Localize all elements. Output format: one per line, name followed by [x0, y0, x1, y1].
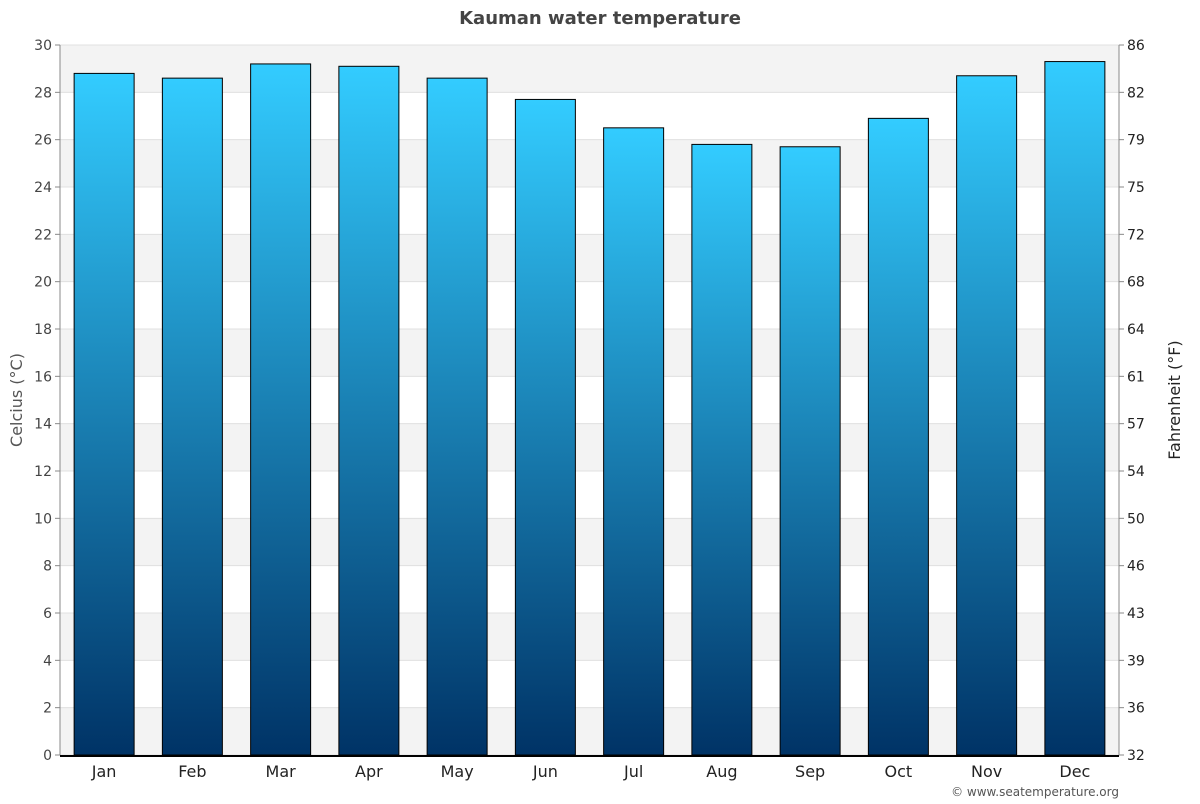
- y-tick-label: 14: [34, 417, 52, 433]
- bar-sep[interactable]: [779, 146, 841, 756]
- y-tick-label-right: 43: [1127, 606, 1145, 622]
- x-tick-label: Jan: [91, 762, 117, 781]
- bar-nov[interactable]: [956, 75, 1018, 756]
- chart-title: Kauman water temperature: [459, 8, 741, 29]
- y-tick-label: 8: [43, 559, 52, 575]
- y-tick-label-right: 39: [1127, 653, 1145, 669]
- y-tick-label-right: 82: [1127, 85, 1145, 101]
- y-tick-label-right: 86: [1127, 38, 1145, 54]
- x-tick-label: Sep: [795, 762, 825, 781]
- x-tick-label: Nov: [971, 762, 1002, 781]
- y-tick-label-right: 57: [1127, 417, 1145, 433]
- y-tick-label: 20: [34, 275, 52, 291]
- grid-band: [60, 45, 1119, 93]
- x-tick-label: Mar: [266, 762, 297, 781]
- grid-band: [60, 329, 1119, 377]
- y-tick-label: 10: [34, 511, 52, 527]
- grid-band: [60, 139, 1119, 187]
- x-tick-label: Jun: [532, 762, 558, 781]
- y-tick-label: 30: [34, 38, 52, 54]
- y-tick-label-right: 61: [1127, 369, 1145, 385]
- x-tick-label: Feb: [178, 762, 206, 781]
- y-tick-label-right: 64: [1127, 322, 1145, 338]
- bar-may[interactable]: [426, 77, 488, 756]
- y-tick-label-right: 68: [1127, 275, 1145, 291]
- y-tick-label: 26: [34, 133, 52, 149]
- grid-band: [60, 707, 1119, 755]
- grid-band: [60, 613, 1119, 661]
- y-tick-label: 12: [34, 464, 52, 480]
- grid-band: [60, 234, 1119, 282]
- y-axis-label-left: Celcius (°C): [7, 353, 26, 447]
- x-tick-label: Oct: [885, 762, 913, 781]
- grid-band: [60, 518, 1119, 566]
- y-tick-label: 16: [34, 369, 52, 385]
- y-tick-label: 28: [34, 85, 52, 101]
- x-tick-label: Apr: [355, 762, 383, 781]
- x-tick-label: Aug: [706, 762, 737, 781]
- y-tick-label-right: 54: [1127, 464, 1145, 480]
- y-tick-label-right: 75: [1127, 180, 1145, 196]
- y-tick-label: 4: [43, 653, 52, 669]
- bar-aug[interactable]: [691, 143, 753, 756]
- y-tick-label: 2: [43, 701, 52, 717]
- bar-feb[interactable]: [161, 77, 223, 756]
- x-tick-label: Dec: [1059, 762, 1090, 781]
- bar-jan[interactable]: [73, 72, 135, 756]
- bar-mar[interactable]: [250, 63, 312, 756]
- y-tick-label-right: 79: [1127, 133, 1145, 149]
- grid-band: [60, 423, 1119, 471]
- y-tick-label: 22: [34, 227, 52, 243]
- y-tick-label-right: 50: [1127, 511, 1145, 527]
- y-tick-label: 0: [43, 748, 52, 764]
- y-axis-label-right: Fahrenheit (°F): [1165, 340, 1184, 459]
- y-tick-label-right: 32: [1127, 748, 1145, 764]
- x-tick-label: Jul: [623, 762, 643, 781]
- bar-jul[interactable]: [603, 127, 665, 756]
- y-tick-label: 24: [34, 180, 52, 196]
- bar-dec[interactable]: [1044, 61, 1106, 756]
- footer-credit[interactable]: © www.seatemperature.org: [951, 785, 1119, 799]
- bar-jun[interactable]: [514, 98, 576, 756]
- bar-oct[interactable]: [867, 117, 929, 756]
- x-tick-label: May: [441, 762, 474, 781]
- y-tick-label: 18: [34, 322, 52, 338]
- y-tick-label-right: 36: [1127, 701, 1145, 717]
- y-tick-label-right: 46: [1127, 559, 1145, 575]
- y-tick-label: 6: [43, 606, 52, 622]
- y-tick-label-right: 72: [1127, 227, 1145, 243]
- bar-apr[interactable]: [338, 65, 400, 756]
